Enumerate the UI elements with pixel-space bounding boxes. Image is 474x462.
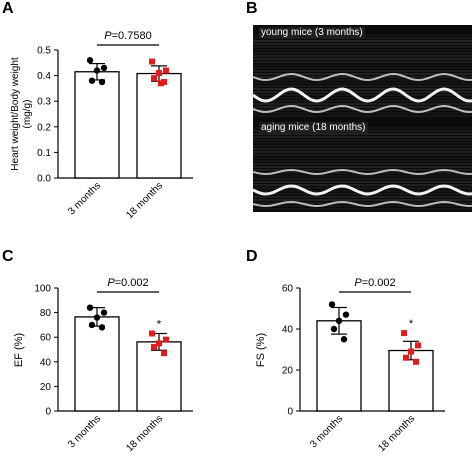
data-point-d-old [408,348,414,355]
echo-trace-young [253,34,472,117]
data-point-a-young [100,64,108,72]
bar-a-1 [136,72,182,179]
p-symbol: P [104,30,112,42]
significance-marker-d: * [409,318,414,330]
data-point-a-young [88,77,96,84]
p-value-label-d: P=0.002 [354,277,395,289]
echo-trace-aging [253,127,472,210]
data-point-c-old [156,340,162,347]
y-tick-label-a: 0.2 [37,122,51,133]
data-point-d-young [342,311,350,318]
panel-letter-d: D [246,248,258,265]
panel-letter-a: A [2,0,14,17]
x-tick-label-d-0: 3 months [308,413,345,450]
data-point-c-young [86,304,94,311]
p-symbol: P [107,277,115,289]
y-tick-label-a: 0.3 [37,97,51,108]
y-tick-label-d: 40 [282,325,294,336]
data-point-d-old [413,358,419,365]
p-value-label-a: P=0.7580 [104,30,151,42]
data-point-c-old [149,330,155,337]
y-tick-label-d: 20 [282,366,294,377]
p-value-label-c: P=0.002 [107,277,148,289]
data-point-c-young [98,324,106,331]
echo-wall-trace [253,87,472,103]
data-point-c-young [100,309,108,316]
echo-wall-trace [253,168,472,176]
y-axis-label-a: Heart weight/Body weight(mg/g) [10,57,33,171]
data-point-c-young [88,321,96,329]
echo-image-young: young mice (3 months) [253,25,472,119]
data-point-a-old [151,75,157,82]
echo-wall-trace [253,72,472,82]
echo-wall-trace [253,200,472,208]
data-point-d-young [330,325,338,333]
y-tick-label-c: 60 [40,333,52,344]
echo-image-aging: aging mice (18 months) [253,118,472,212]
y-axis-label-line: Heart weight/Body weight [10,57,21,171]
data-point-d-old [401,330,407,337]
y-tick-label-d: 60 [282,284,294,295]
significance-marker-c: * [157,319,162,331]
y-tick-label-c: 20 [40,382,52,393]
y-axis-label-d: FS (%) [255,333,267,367]
y-tick-label-a: 0.1 [37,148,51,159]
y-axis-label-line: (mg/g) [22,100,33,129]
bar-d-1 [388,349,434,412]
panel-letter-c: C [2,248,14,265]
x-tick-label-d-1: 18 months [376,413,417,454]
echo-wall-trace [253,104,472,114]
data-point-c-young [93,314,101,321]
data-point-a-old [163,67,169,74]
y-tick-label-c: 100 [34,284,51,295]
p-value: =0.7580 [112,30,152,42]
data-point-d-young [335,317,343,324]
bar-c-0 [74,316,120,412]
data-point-a-old [158,80,164,87]
y-tick-label-a: 0.0 [37,174,51,185]
data-point-a-young [86,57,94,64]
y-axis-label-c: EF (%) [13,333,25,367]
y-tick-label-d: 0 [287,407,293,418]
p-value: =0.002 [115,277,149,289]
data-point-d-young [328,301,336,308]
data-point-d-old [403,354,409,361]
p-value: =0.002 [362,277,396,289]
y-tick-label-c: 0 [45,407,51,418]
echo-wall-trace [253,184,472,196]
data-point-a-young [93,67,101,74]
chart-heart-weight: 0.0 0.1 0.2 0.3 0.4 0.5 Heart weight/Body weig… [10,30,193,221]
bar-a-0 [74,71,120,179]
echo-label-aging: aging mice (18 months) [259,122,368,133]
y-tick-label-a: 0.4 [37,71,51,82]
y-tick-label-c: 80 [40,308,52,319]
p-symbol: P [354,277,362,289]
panel-letter-b: B [246,0,258,17]
data-point-c-old [161,350,167,357]
data-point-a-young [98,78,106,86]
data-point-a-old [156,70,162,77]
y-tick-label-a: 0.5 [37,46,51,57]
y-tick-label-c: 40 [40,357,52,368]
data-point-d-old [415,342,421,349]
data-point-c-old [151,344,157,351]
data-point-d-young [340,336,348,343]
echo-label-young: young mice (3 months) [259,27,365,38]
data-point-a-old [149,58,155,65]
data-point-c-old [163,336,169,343]
